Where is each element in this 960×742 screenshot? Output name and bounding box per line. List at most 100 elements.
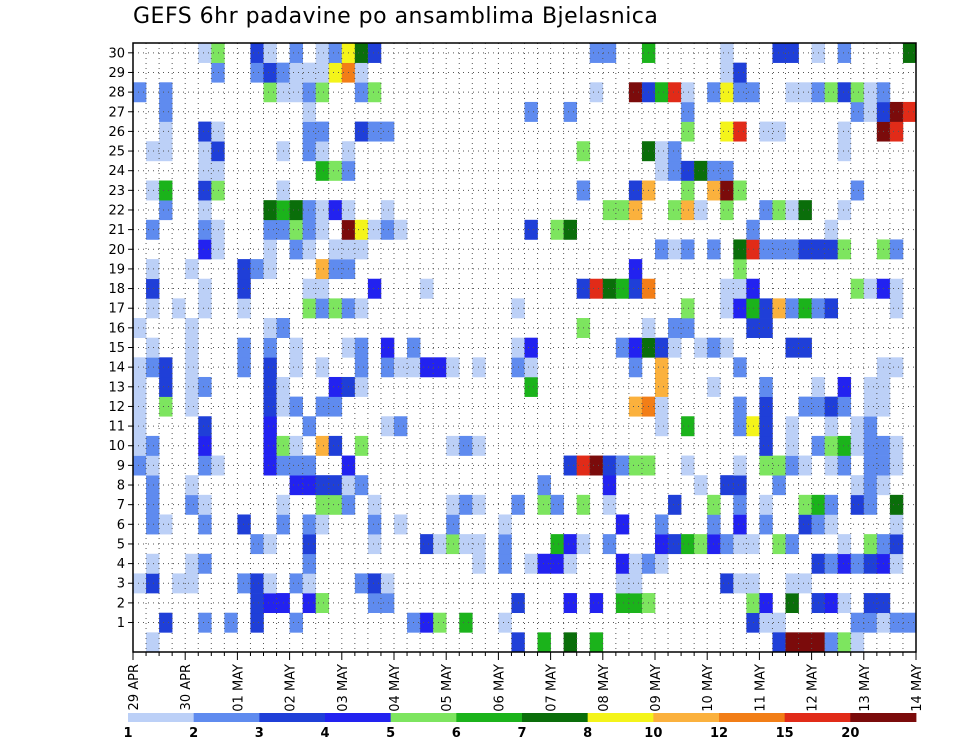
chart-title: GEFS 6hr padavine po ansamblima Bjelasni… — [133, 4, 659, 29]
heatmap-cell — [537, 632, 551, 653]
heatmap-cell — [694, 337, 708, 358]
heatmap-cell — [237, 259, 251, 280]
heatmap-cell — [394, 219, 408, 240]
heatmap-cell — [837, 396, 852, 417]
heatmap-cell — [185, 396, 199, 417]
heatmap-cell — [655, 376, 669, 397]
heatmap-cell — [524, 219, 538, 240]
y-tick-label: 7 — [117, 498, 125, 513]
heatmap-cell — [446, 435, 460, 456]
heatmap-cell — [772, 534, 786, 555]
heatmap-cell — [198, 514, 212, 535]
heatmap-cell — [198, 219, 212, 240]
heatmap-cell — [785, 455, 799, 476]
heatmap-cell — [668, 141, 682, 162]
heatmap-cell — [628, 180, 643, 201]
heatmap-cell — [198, 180, 212, 201]
heatmap-cell — [146, 573, 160, 594]
heatmap-cell — [211, 141, 225, 162]
heatmap-cell — [863, 101, 878, 122]
heatmap-cell — [863, 416, 878, 437]
heatmap-cell — [328, 376, 343, 397]
heatmap-cell — [159, 180, 173, 201]
heatmap-cell — [563, 219, 577, 240]
heatmap-cell — [589, 455, 604, 476]
heatmap-cell — [720, 62, 734, 83]
colorbar-label: 4 — [320, 726, 329, 741]
heatmap-cell — [785, 534, 799, 555]
heatmap-cell — [498, 612, 512, 633]
heatmap-cell — [198, 141, 212, 162]
heatmap-cell — [250, 43, 264, 63]
heatmap-cell — [302, 200, 316, 221]
heatmap-cell — [446, 494, 460, 515]
heatmap-cell — [289, 475, 316, 496]
heatmap-cell — [498, 534, 512, 555]
y-tick-label: 15 — [108, 341, 125, 356]
y-tick-label: 6 — [117, 518, 125, 533]
heatmap-cell — [211, 62, 225, 83]
heatmap-cell — [198, 43, 212, 63]
heatmap-cell — [824, 219, 838, 240]
heatmap-cell — [889, 278, 904, 299]
heatmap-cell — [602, 278, 617, 299]
heatmap-cell — [263, 62, 277, 83]
heatmap-cell — [550, 534, 564, 555]
heatmap-cell — [354, 573, 369, 594]
heatmap-cell — [367, 514, 382, 535]
x-tick-label: 14 MAY — [910, 664, 925, 712]
heatmap-cell — [655, 357, 669, 378]
y-tick-label: 3 — [117, 577, 125, 592]
heatmap-cell — [159, 396, 173, 417]
heatmap-cell — [850, 553, 865, 574]
heatmap-cell — [563, 101, 577, 122]
y-tick-label: 16 — [108, 321, 125, 336]
heatmap-cell — [655, 553, 669, 574]
x-tick-label: 12 MAY — [806, 664, 821, 712]
heatmap-cell — [615, 514, 630, 535]
heatmap-cell — [315, 357, 330, 378]
heatmap-cell — [889, 101, 904, 122]
heatmap-cell — [863, 553, 878, 574]
heatmap-cell — [668, 160, 682, 181]
x-tick-label: 10 MAY — [701, 664, 716, 712]
y-tick-label: 23 — [108, 184, 125, 199]
heatmap-cell — [589, 593, 604, 614]
heatmap-cell — [315, 141, 330, 162]
heatmap-cell — [589, 278, 604, 299]
colorbar-swatch — [390, 713, 457, 722]
heatmap-cell — [563, 632, 577, 653]
heatmap-cell — [159, 121, 173, 142]
heatmap-cell — [824, 82, 838, 103]
heatmap-cell — [681, 298, 695, 319]
heatmap-cell — [328, 160, 343, 181]
heatmap-cell — [459, 534, 486, 555]
heatmap-cell — [211, 219, 225, 240]
heatmap-cell — [289, 337, 303, 358]
heatmap-cell — [354, 298, 369, 319]
heatmap-cell — [655, 239, 669, 260]
heatmap-cell — [354, 435, 369, 456]
heatmap-cell — [146, 514, 160, 535]
x-tick-label: 13 MAY — [858, 664, 873, 712]
y-tick-label: 27 — [108, 105, 125, 120]
heatmap-cell — [237, 298, 251, 319]
heatmap-cell — [302, 141, 316, 162]
heatmap-cell — [889, 455, 904, 476]
heatmap-cell — [394, 416, 408, 437]
heatmap-cell — [354, 475, 369, 496]
heatmap-cell — [263, 376, 277, 397]
heatmap-cell — [589, 82, 604, 103]
heatmap-cell — [785, 298, 799, 319]
heatmap-cell — [511, 632, 525, 653]
heatmap-cell — [289, 62, 330, 83]
heatmap-cell — [863, 534, 878, 555]
heatmap-cell — [889, 435, 904, 456]
heatmap-cell — [420, 278, 434, 299]
heatmap-cell — [681, 121, 695, 142]
heatmap-cell — [263, 416, 277, 437]
heatmap-cell — [133, 396, 147, 417]
heatmap-cell — [420, 612, 434, 633]
x-tick-label: 09 MAY — [649, 664, 664, 712]
heatmap-cell — [681, 455, 695, 476]
